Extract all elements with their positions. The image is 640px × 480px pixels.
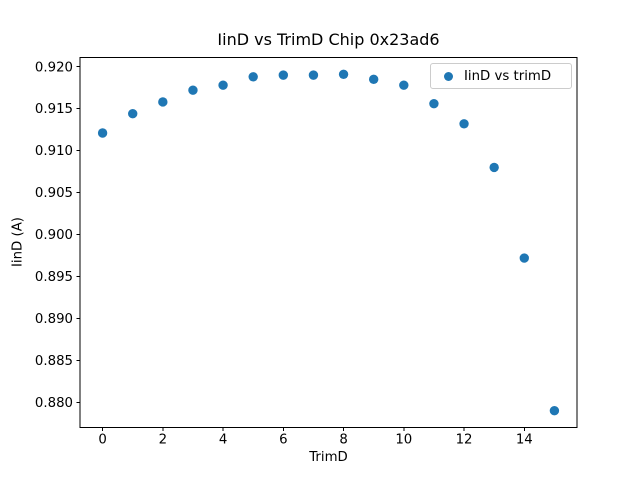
scatter-point — [188, 85, 198, 95]
scatter-point — [368, 74, 379, 85]
scatter-point — [248, 72, 258, 82]
x-tick-label: 10 — [395, 432, 412, 447]
y-axis-label: IinD (A) — [10, 217, 26, 267]
axes-spines — [79, 57, 578, 428]
x-tick-label: 2 — [159, 432, 167, 447]
y-tick-label: 0.890 — [35, 312, 73, 327]
scatter-point — [97, 128, 108, 138]
x-tick-label: 0 — [98, 432, 106, 447]
y-tick-label: 0.900 — [35, 228, 73, 243]
x-axis-label: TrimD — [309, 450, 348, 465]
x-tick-label: 14 — [516, 432, 533, 447]
x-tick-label: 12 — [456, 432, 473, 447]
scatter-point — [128, 109, 138, 119]
legend-marker-icon — [444, 71, 453, 81]
scatter-point — [519, 253, 529, 263]
scatter-point — [218, 80, 228, 90]
scatter-point — [308, 70, 319, 80]
scatter-point — [338, 69, 349, 79]
y-tick-label: 0.895 — [35, 270, 73, 285]
scatter-point — [158, 97, 168, 107]
y-tick-label: 0.885 — [35, 354, 73, 369]
y-tick-label: 0.905 — [35, 186, 73, 201]
scatter-point — [399, 80, 409, 90]
y-tick-label: 0.920 — [35, 60, 73, 75]
x-tick-label: 8 — [339, 432, 347, 447]
legend: IinD vs trimD — [430, 63, 572, 89]
x-tick-label: 6 — [279, 432, 287, 447]
y-tick-label: 0.910 — [35, 144, 73, 159]
scatter-point — [459, 119, 469, 129]
y-tick-label: 0.880 — [35, 396, 73, 411]
x-tick-label: 4 — [219, 432, 227, 447]
legend-label: IinD vs trimD — [464, 68, 552, 84]
scatter-point — [489, 162, 499, 173]
chart-title: IinD vs TrimD Chip 0x23ad6 — [217, 30, 440, 49]
scatter-point — [278, 70, 289, 80]
scatter-point — [549, 406, 560, 416]
y-tick-label: 0.915 — [35, 102, 73, 117]
scatter-point — [429, 98, 439, 109]
